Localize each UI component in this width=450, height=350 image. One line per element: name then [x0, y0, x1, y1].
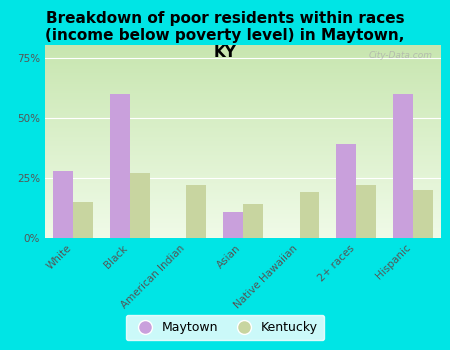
Bar	[336, 144, 356, 238]
Bar	[413, 190, 432, 238]
Bar	[110, 93, 130, 238]
Bar	[73, 202, 93, 238]
Bar	[54, 170, 73, 238]
Text: City-Data.com: City-Data.com	[369, 51, 433, 60]
Bar	[300, 192, 319, 238]
Legend: Maytown, Kentucky: Maytown, Kentucky	[126, 315, 324, 340]
Bar	[130, 173, 150, 238]
Bar	[223, 211, 243, 238]
Bar	[393, 93, 413, 238]
Text: Breakdown of poor residents within races
(income below poverty level) in Maytown: Breakdown of poor residents within races…	[45, 10, 405, 60]
Bar	[243, 204, 263, 238]
Bar	[186, 185, 206, 238]
Bar	[356, 185, 376, 238]
